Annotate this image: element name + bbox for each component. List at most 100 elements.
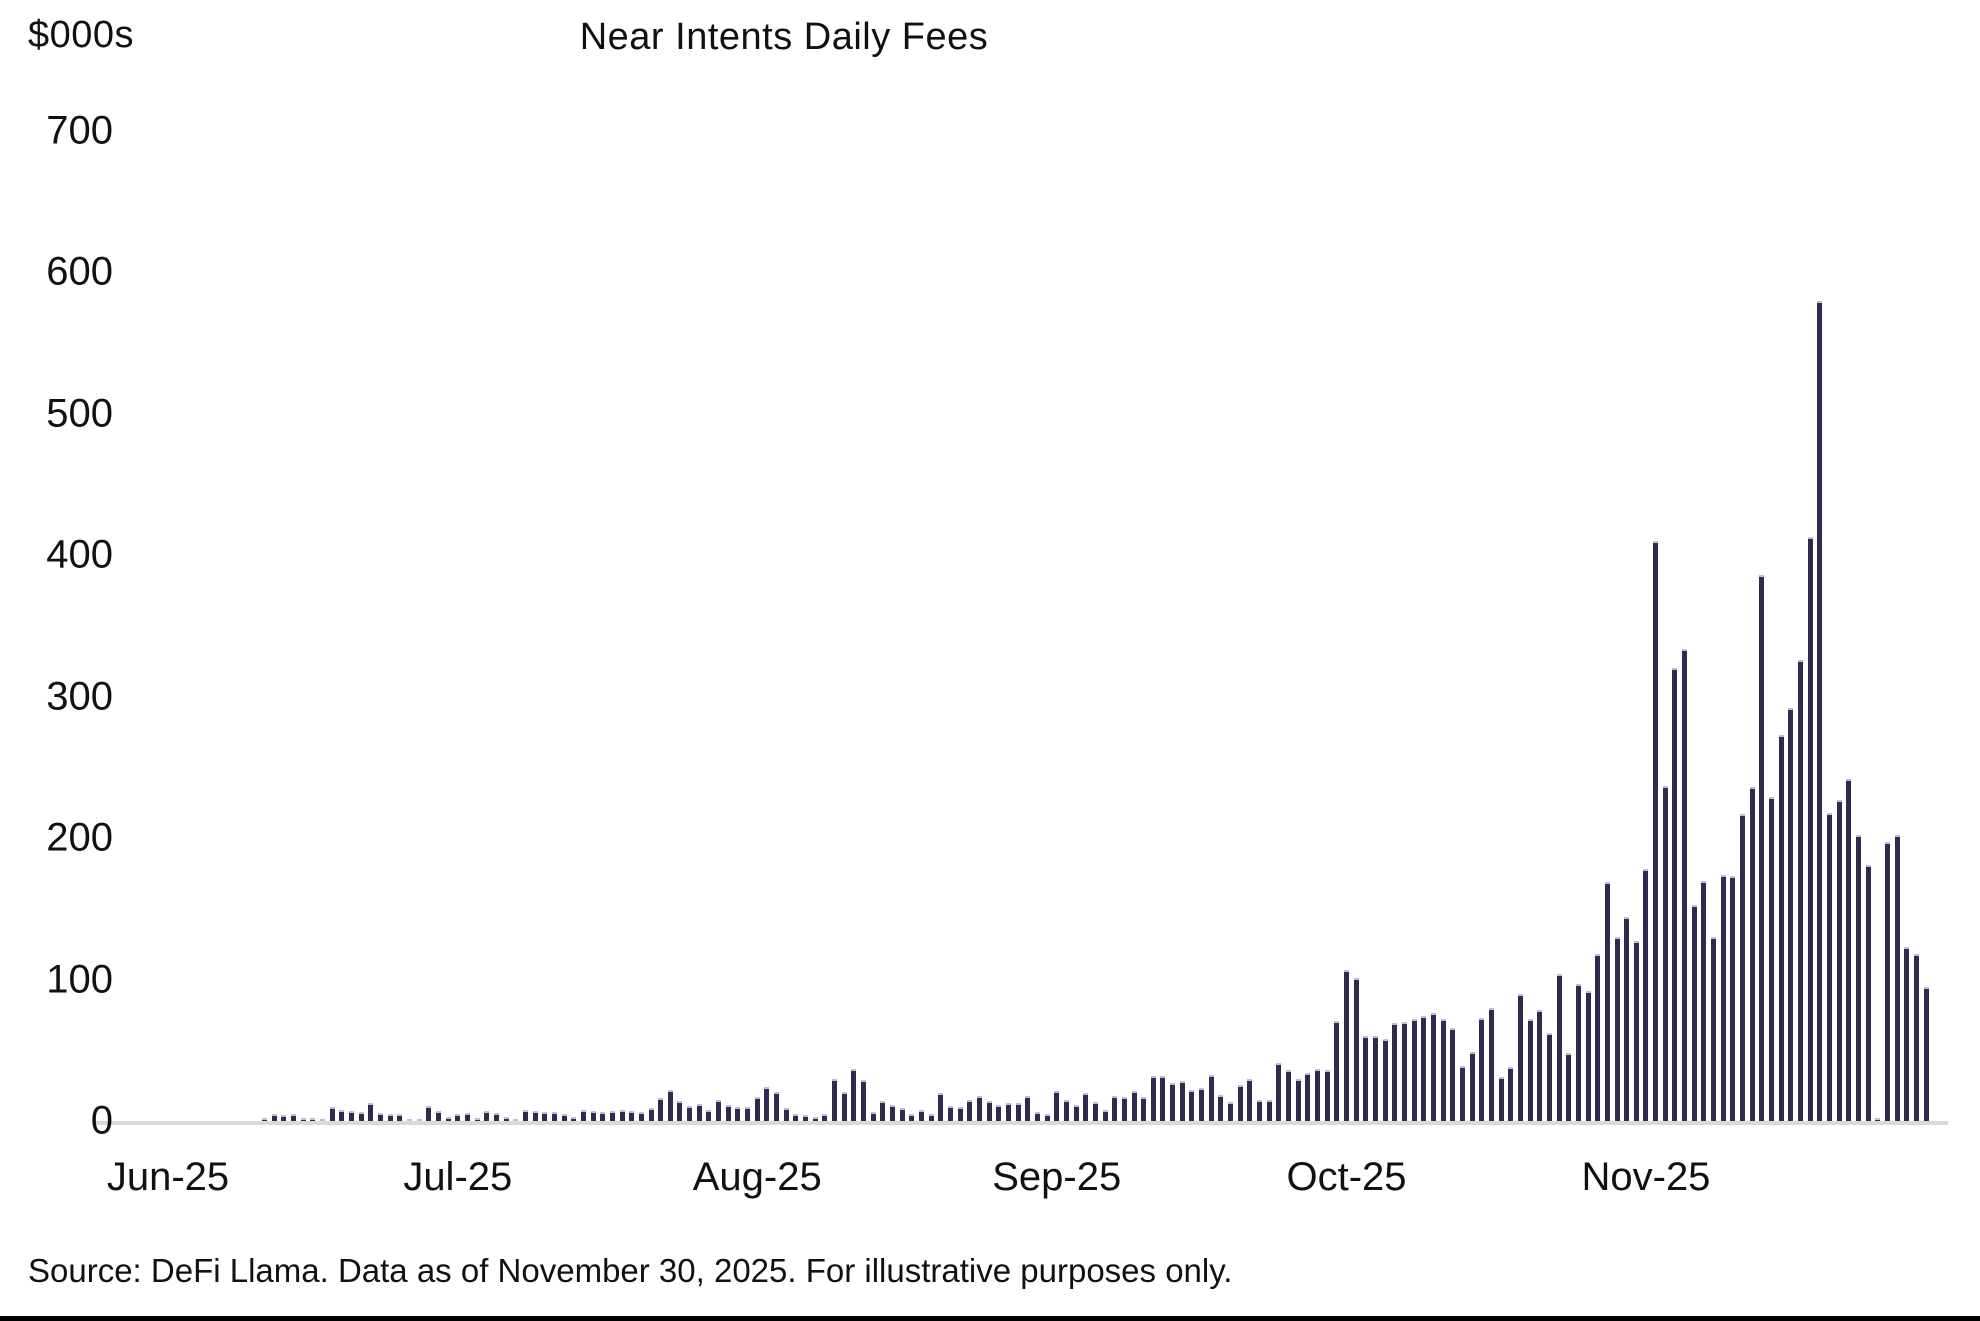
bar xyxy=(1817,300,1823,1121)
bar xyxy=(1112,1096,1118,1121)
bar xyxy=(397,1114,403,1121)
bar xyxy=(1189,1089,1195,1121)
bar xyxy=(1653,541,1659,1121)
bar xyxy=(658,1097,664,1121)
bar xyxy=(754,1096,760,1121)
bar xyxy=(667,1089,673,1121)
bar xyxy=(455,1113,461,1121)
bar xyxy=(1179,1080,1185,1121)
y-axis-unit-label: $000s xyxy=(28,14,135,56)
bar xyxy=(1083,1093,1089,1121)
bar xyxy=(580,1109,586,1121)
bar xyxy=(493,1112,499,1121)
bar xyxy=(1208,1074,1214,1121)
bar xyxy=(600,1111,606,1121)
bar xyxy=(1498,1077,1504,1121)
bar xyxy=(435,1111,441,1121)
x-tick-label: Jul-25 xyxy=(403,1155,513,1199)
bar xyxy=(629,1111,635,1121)
bar xyxy=(1382,1038,1388,1121)
bar xyxy=(1798,659,1804,1121)
bar xyxy=(1199,1087,1205,1121)
bar xyxy=(1556,973,1562,1121)
x-axis-line xyxy=(95,1121,1948,1125)
bar xyxy=(1595,954,1601,1121)
bar xyxy=(474,1118,480,1121)
bar xyxy=(1247,1078,1253,1121)
bar xyxy=(1672,668,1678,1121)
bar xyxy=(1488,1007,1494,1121)
bar xyxy=(281,1115,287,1121)
x-tick-label: Nov-25 xyxy=(1581,1155,1711,1199)
bar xyxy=(310,1118,316,1121)
bar xyxy=(1904,947,1910,1121)
bar xyxy=(1150,1075,1156,1121)
bar xyxy=(851,1068,857,1121)
y-tick-label: 300 xyxy=(46,674,113,719)
bar xyxy=(1788,708,1794,1121)
bar xyxy=(928,1113,934,1121)
bar xyxy=(1131,1091,1137,1121)
bar xyxy=(1923,986,1929,1121)
bar xyxy=(368,1102,374,1121)
x-tick-label: Aug-25 xyxy=(692,1155,822,1199)
x-tick-label: Jun-25 xyxy=(106,1155,230,1199)
bar xyxy=(1662,785,1668,1121)
bar xyxy=(1073,1105,1079,1121)
bar xyxy=(996,1105,1002,1121)
bar xyxy=(1054,1091,1060,1121)
bar xyxy=(870,1111,876,1121)
bar xyxy=(1856,835,1861,1121)
y-tick-label: 0 xyxy=(90,1098,113,1143)
bar xyxy=(841,1092,847,1121)
bar xyxy=(262,1118,268,1121)
bar xyxy=(542,1111,548,1121)
bar xyxy=(1827,812,1833,1121)
bar xyxy=(532,1111,538,1121)
bar xyxy=(1633,941,1639,1121)
bar xyxy=(1865,865,1871,1121)
bar xyxy=(1778,734,1784,1121)
bar xyxy=(764,1087,770,1121)
bar xyxy=(1353,978,1359,1121)
bar xyxy=(416,1119,422,1121)
bar xyxy=(1614,937,1620,1121)
bar xyxy=(1479,1018,1485,1121)
bar xyxy=(1160,1076,1166,1121)
bar xyxy=(918,1110,924,1121)
bar xyxy=(426,1106,432,1121)
bar xyxy=(1392,1023,1398,1121)
bar xyxy=(783,1108,789,1121)
bar xyxy=(1141,1096,1147,1121)
bar xyxy=(1266,1100,1272,1121)
bottom-rule xyxy=(0,1316,1980,1321)
bar xyxy=(1015,1102,1021,1121)
bar xyxy=(1575,983,1581,1121)
bar xyxy=(1092,1101,1098,1121)
bar xyxy=(1063,1099,1069,1121)
bar xyxy=(638,1111,644,1121)
bar xyxy=(358,1111,364,1121)
bar xyxy=(716,1100,722,1121)
bar xyxy=(1170,1082,1176,1121)
bar xyxy=(513,1119,519,1121)
bar xyxy=(1025,1095,1031,1121)
bar xyxy=(793,1113,799,1121)
bar xyxy=(1527,1019,1533,1121)
bar xyxy=(938,1092,944,1121)
bar xyxy=(1411,1019,1417,1121)
bar xyxy=(1846,778,1852,1121)
x-tick-label: Oct-25 xyxy=(1286,1155,1407,1199)
bar xyxy=(445,1117,451,1121)
bar xyxy=(774,1092,780,1121)
bar xyxy=(899,1108,905,1121)
y-tick-label: 200 xyxy=(46,815,113,860)
bar xyxy=(1730,876,1736,1121)
bar xyxy=(947,1106,953,1121)
bar xyxy=(880,1101,886,1121)
bar xyxy=(957,1106,963,1121)
bar xyxy=(271,1113,277,1121)
bar xyxy=(522,1109,528,1121)
bar xyxy=(1913,954,1919,1121)
bar xyxy=(976,1096,982,1121)
